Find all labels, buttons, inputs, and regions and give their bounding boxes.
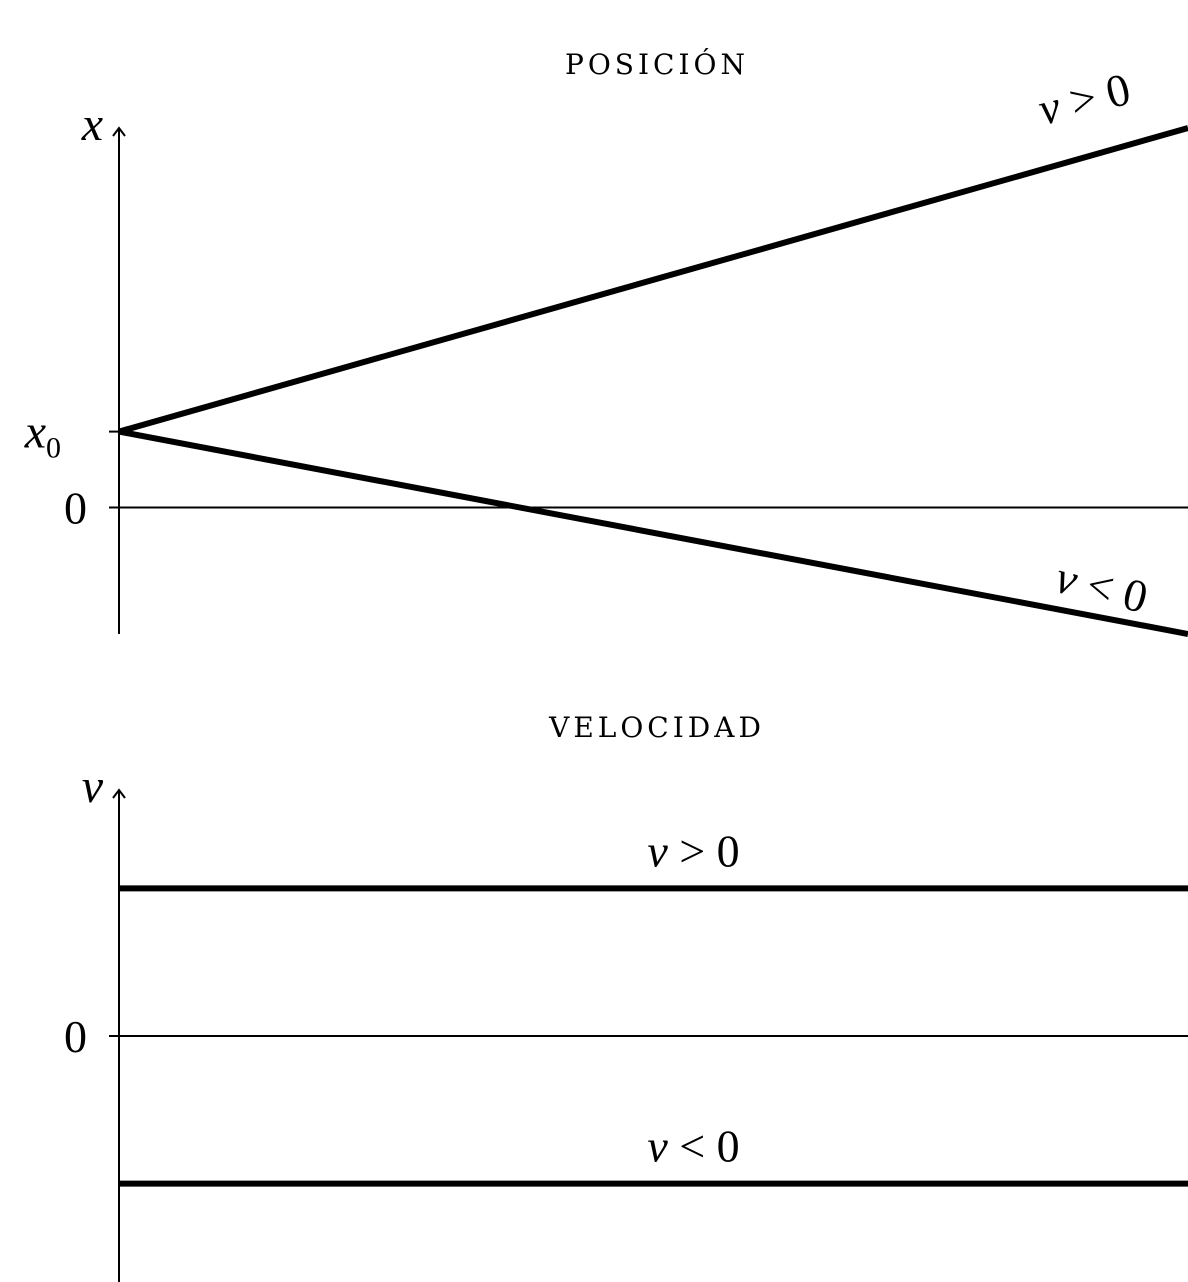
position-series-line [118, 428, 1188, 637]
velocity-y-axis-arrowhead [112, 788, 126, 799]
velocity-series: v > 0 v < 0 [119, 825, 1188, 1187]
position-y-tick-label: x0 [24, 406, 61, 465]
position-y-ticks: x00 [24, 406, 119, 534]
velocity-series-label: v > 0 [647, 825, 739, 876]
position-y-axis-label: x [81, 98, 103, 151]
position-chart: posición x x00 v > 0v < 0 [24, 38, 1188, 637]
position-y-tick-label: 0 [64, 483, 87, 534]
velocity-chart-title: velocidad [548, 701, 765, 747]
velocity-y-tick-label: 0 [64, 1011, 87, 1062]
velocity-y-axis-label: v [82, 760, 104, 813]
position-y-axis-arrowhead [112, 126, 126, 137]
position-series-label: v > 0 [1033, 63, 1135, 135]
position-series: v > 0v < 0 [118, 63, 1188, 637]
velocity-y-ticks: 0 [64, 1011, 119, 1062]
position-chart-title: posición [565, 38, 749, 84]
velocity-chart: velocidad v 0 v > 0 v < 0 [64, 701, 1188, 1282]
position-series-line [118, 125, 1188, 435]
velocity-series-label: v < 0 [647, 1121, 739, 1172]
